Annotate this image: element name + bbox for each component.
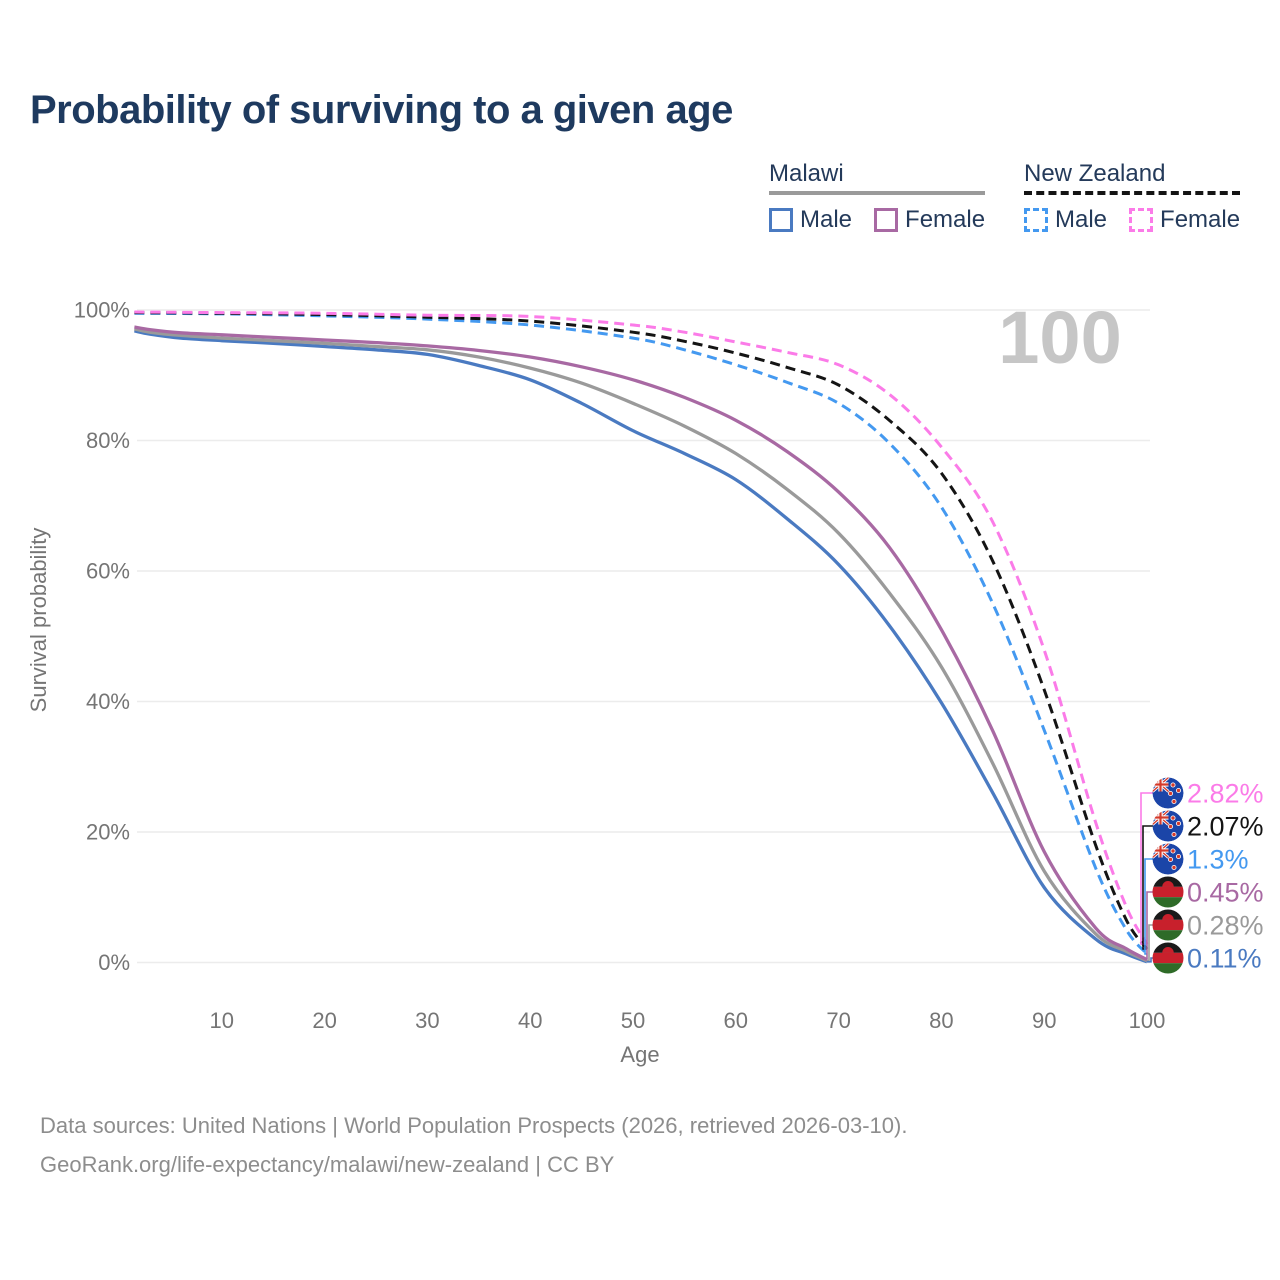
curve-malawi-male: [134, 329, 1148, 964]
legend-country-new-zealand[interactable]: New Zealand: [1024, 160, 1241, 195]
x-tick-label-100: 100: [1129, 1008, 1166, 1033]
chart-title: Probability of surviving to a given age: [30, 88, 733, 132]
legend-label-new-zealand-female: Female: [1160, 206, 1241, 233]
watermark-100: 100: [998, 296, 1121, 379]
chart-footer: Data sources: United Nations | World Pop…: [40, 1106, 907, 1184]
legend-item-new-zealand-female[interactable]: Female: [1129, 206, 1240, 234]
curve-malawi-female: [134, 325, 1148, 962]
legend-swatch-malawi-female: [874, 208, 899, 232]
end-label-1.3%: 1.3%: [1187, 845, 1249, 875]
x-tick-label-80: 80: [929, 1008, 953, 1033]
y-tick-label-0%: 0%: [98, 950, 130, 975]
legend-swatch-new-zealand-female: [1129, 208, 1154, 232]
legend-country-label-malawi: Malawi: [769, 160, 844, 187]
x-tick-label-40: 40: [518, 1008, 542, 1033]
legend-country-label-new-zealand: New Zealand: [1024, 160, 1166, 187]
end-label-0.28%: 0.28%: [1187, 911, 1264, 941]
flag-icon-new-zealand: [1152, 843, 1184, 875]
legend-underline-new-zealand: [1024, 191, 1241, 195]
legend-underline-malawi: [769, 191, 986, 195]
end-label-connector-malawi-both: [1147, 924, 1153, 962]
attribution-text: GeoRank.org/life-expectancy/malawi/new-z…: [40, 1152, 615, 1177]
flag-icon-new-zealand: [1152, 777, 1184, 809]
legend-group-new-zealand: New Zealand Male Female: [1024, 160, 1241, 234]
x-axis-label: Age: [620, 1042, 659, 1067]
legend-swatch-malawi-male: [769, 208, 793, 232]
x-tick-label-60: 60: [724, 1008, 748, 1033]
legend-item-new-zealand-male[interactable]: Male: [1024, 206, 1107, 234]
end-label-connector-new-zealand-female: [1140, 792, 1153, 945]
y-tick-label-80%: 80%: [86, 428, 130, 453]
flag-icon-malawi: [1152, 909, 1184, 941]
legend-item-malawi-female[interactable]: Female: [874, 206, 985, 234]
end-label-connector-malawi-male: [1147, 957, 1153, 963]
x-tick-label-50: 50: [621, 1008, 645, 1033]
legend-group-malawi: Malawi Male Female: [769, 160, 986, 234]
y-tick-label-20%: 20%: [86, 820, 130, 845]
y-tick-label-40%: 40%: [86, 689, 130, 714]
end-label-0.45%: 0.45%: [1187, 878, 1264, 908]
legend-item-malawi-male[interactable]: Male: [769, 206, 852, 234]
end-label-connector-new-zealand-male: [1144, 858, 1153, 955]
x-tick-label-10: 10: [210, 1008, 234, 1033]
end-label-connector-malawi-female: [1146, 891, 1153, 960]
curve-malawi-both: [134, 327, 1148, 963]
y-axis-label: Survival probability: [26, 528, 51, 713]
legend-country-malawi[interactable]: Malawi: [769, 160, 986, 195]
legend-label-malawi-female: Female: [905, 206, 986, 233]
x-tick-label-70: 70: [826, 1008, 850, 1033]
flag-icon-malawi: [1152, 876, 1184, 908]
y-tick-label-100%: 100%: [74, 298, 130, 323]
legend-label-new-zealand-male: Male: [1055, 206, 1108, 233]
x-tick-label-20: 20: [312, 1008, 336, 1033]
x-tick-label-30: 30: [415, 1008, 439, 1033]
end-label-0.11%: 0.11%: [1187, 944, 1262, 974]
x-tick-label-90: 90: [1032, 1008, 1056, 1033]
flag-icon-malawi: [1152, 942, 1184, 974]
end-label-2.07%: 2.07%: [1187, 812, 1264, 842]
curve-new-zealand-both: [134, 311, 1149, 950]
data-sources-text: Data sources: United Nations | World Pop…: [40, 1113, 908, 1138]
y-tick-label-60%: 60%: [86, 559, 130, 584]
legend-swatch-new-zealand-male: [1024, 208, 1048, 232]
end-label-2.82%: 2.82%: [1187, 779, 1264, 809]
curve-new-zealand-female: [134, 310, 1149, 945]
legend-label-malawi-male: Male: [800, 206, 853, 233]
curve-new-zealand-male: [134, 311, 1149, 956]
flag-icon-new-zealand: [1152, 810, 1184, 842]
